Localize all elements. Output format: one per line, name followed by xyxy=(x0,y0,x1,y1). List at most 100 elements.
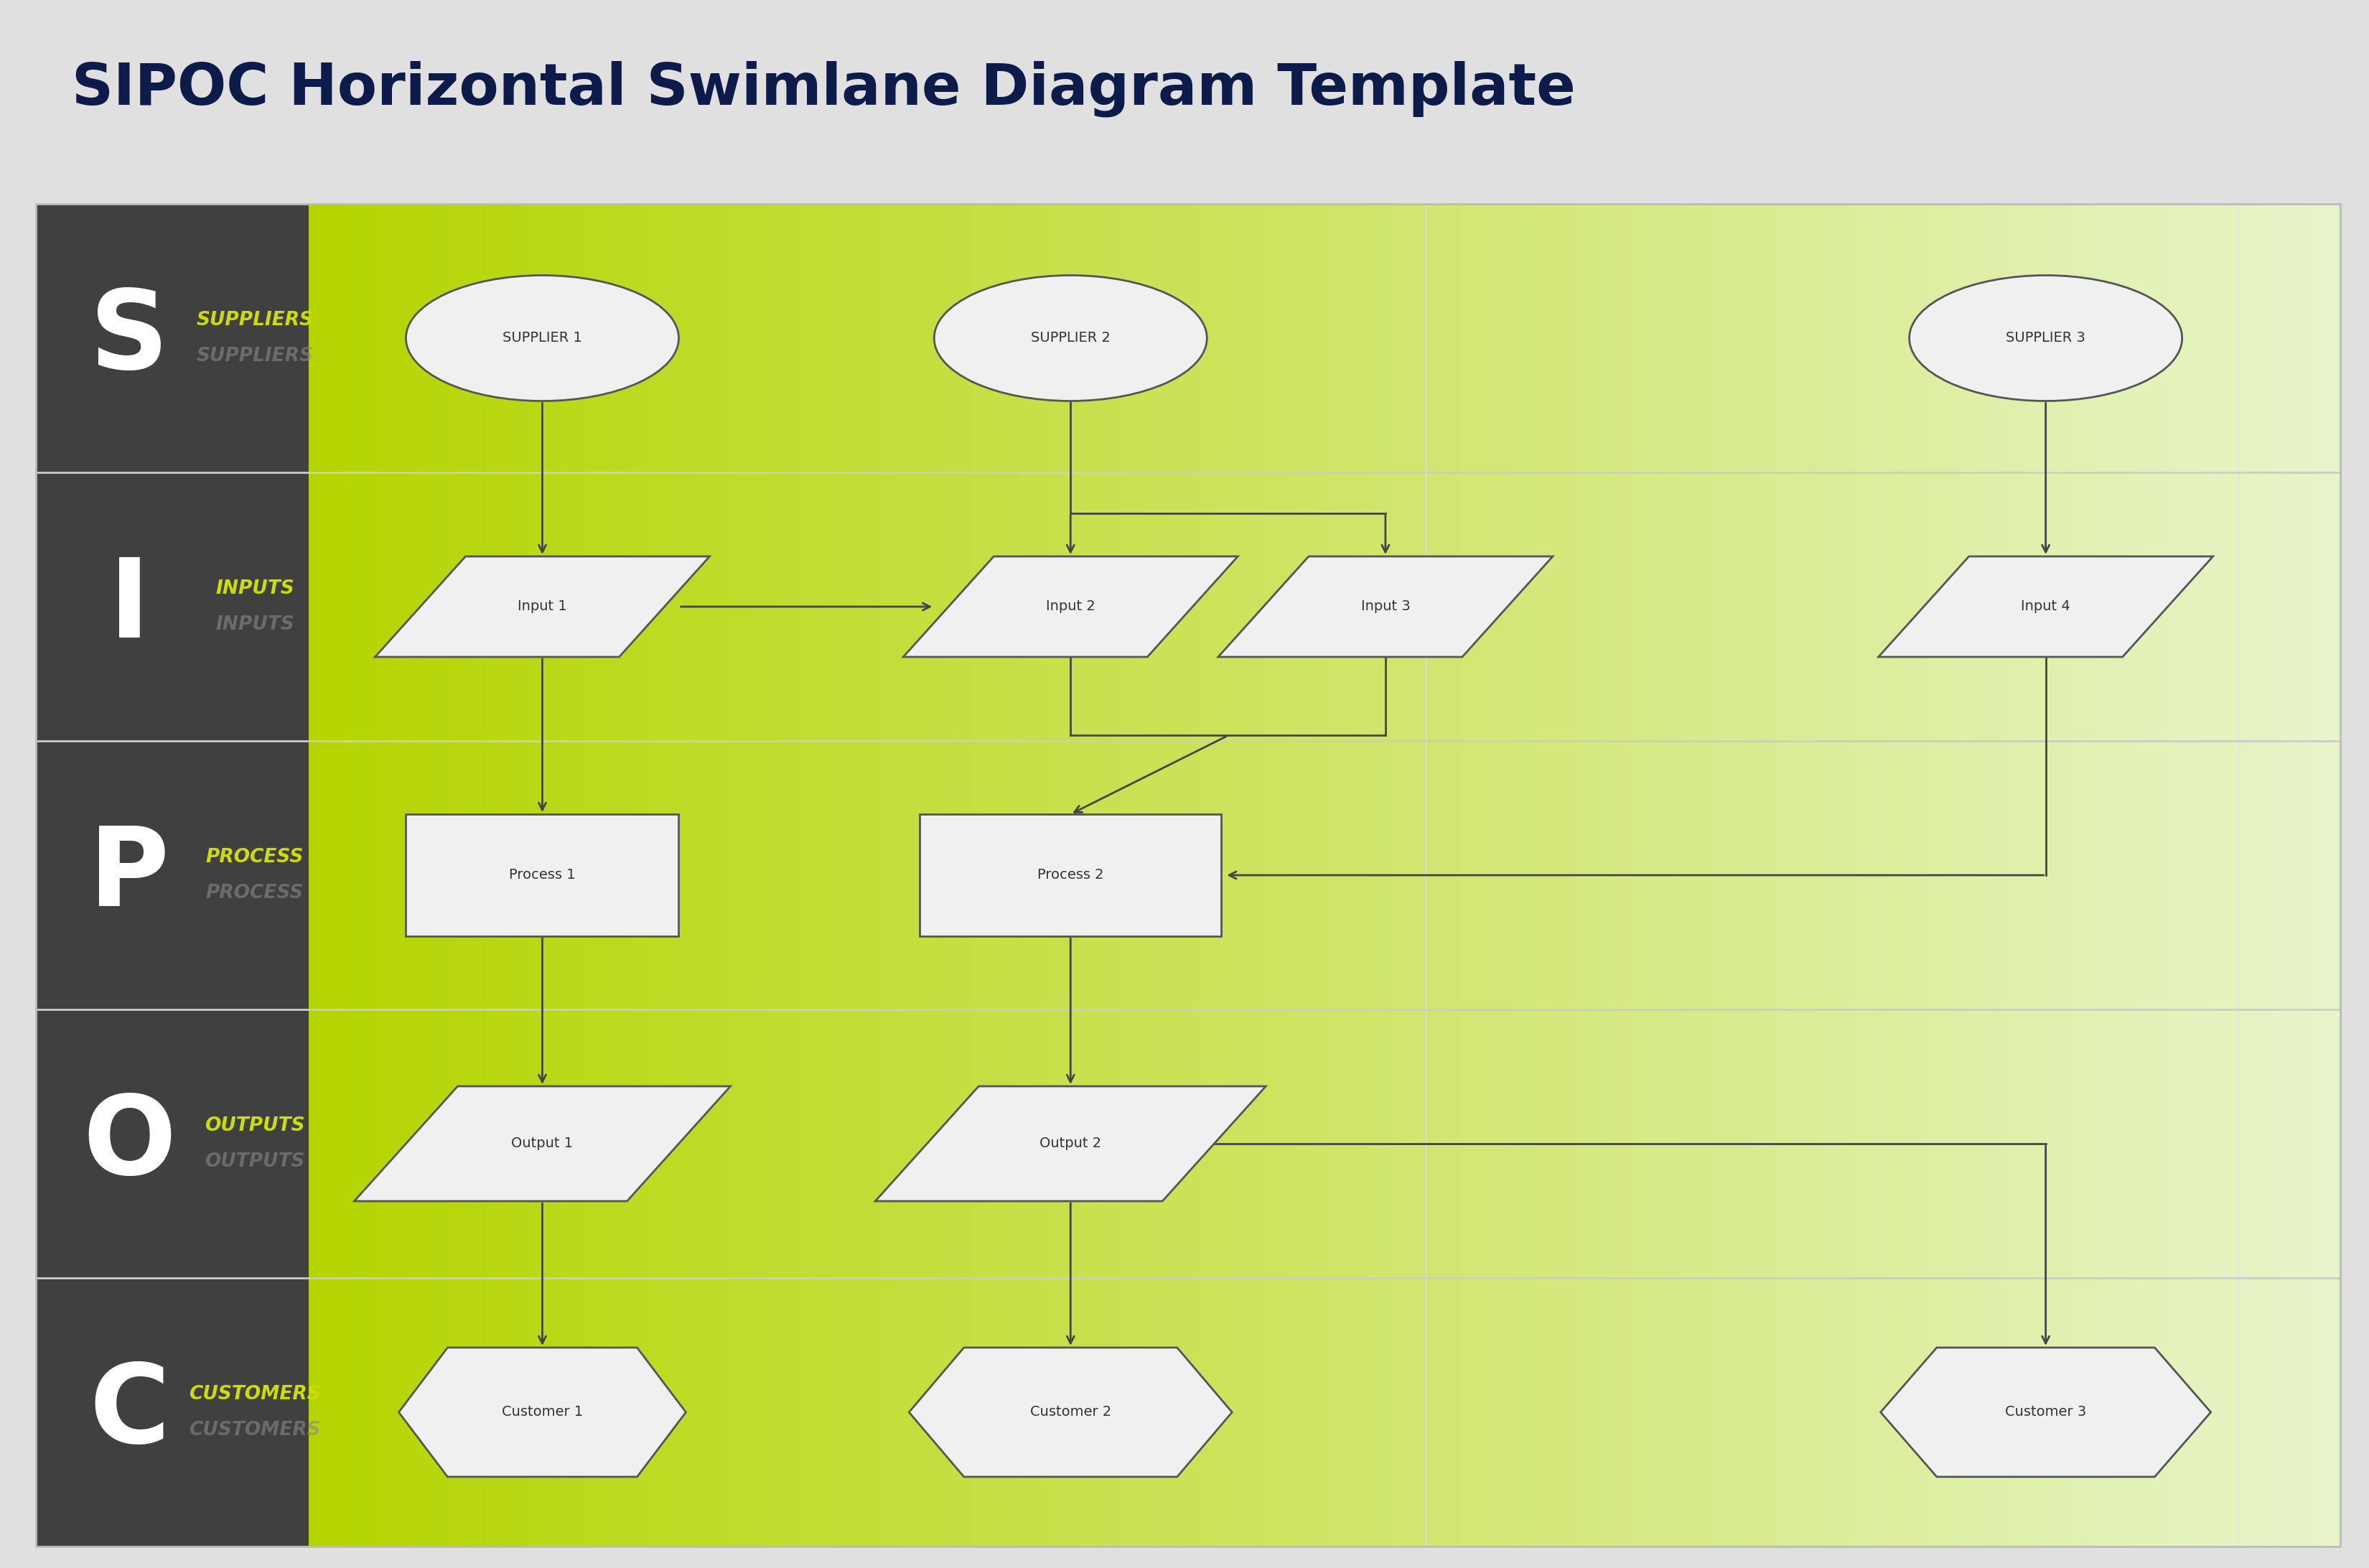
Text: CUSTOMERS: CUSTOMERS xyxy=(190,1385,320,1403)
Bar xyxy=(1433,1278,1440,1546)
Bar xyxy=(490,1278,497,1546)
Bar xyxy=(1594,472,1601,742)
Bar xyxy=(322,204,329,472)
Bar xyxy=(410,472,417,742)
Bar xyxy=(723,472,730,742)
Text: OUTPUTS: OUTPUTS xyxy=(204,1116,306,1135)
Bar xyxy=(1798,1278,1805,1546)
Bar xyxy=(573,742,580,1010)
Bar xyxy=(1500,742,1507,1010)
Bar xyxy=(1277,204,1284,472)
Bar xyxy=(891,472,898,742)
Bar xyxy=(614,742,621,1010)
Bar xyxy=(1656,1278,1663,1546)
Bar xyxy=(810,1010,817,1278)
Bar xyxy=(1954,742,1962,1010)
Bar xyxy=(2118,742,2123,1010)
Bar xyxy=(682,742,687,1010)
Bar xyxy=(1393,1010,1400,1278)
Bar xyxy=(2224,742,2232,1010)
Bar xyxy=(635,742,640,1010)
Bar xyxy=(1073,1278,1080,1546)
Bar xyxy=(654,742,661,1010)
Bar xyxy=(1684,1278,1689,1546)
Bar xyxy=(2123,204,2130,472)
Bar xyxy=(1779,204,1784,472)
Bar xyxy=(967,1010,971,1278)
Bar xyxy=(1995,1010,2002,1278)
Bar xyxy=(924,1278,931,1546)
Bar xyxy=(635,1278,640,1546)
Bar xyxy=(1831,1278,1838,1546)
Bar xyxy=(959,742,967,1010)
Bar xyxy=(1379,204,1386,472)
Bar xyxy=(654,204,661,472)
Bar xyxy=(1554,742,1561,1010)
Bar xyxy=(1547,204,1554,472)
Text: SIPOC Horizontal Swimlane Diagram Template: SIPOC Horizontal Swimlane Diagram Templa… xyxy=(71,61,1575,118)
Bar xyxy=(1128,472,1135,742)
Bar xyxy=(486,1278,490,1546)
Bar xyxy=(967,472,971,742)
Bar xyxy=(1900,742,1907,1010)
Bar xyxy=(450,204,457,472)
Bar xyxy=(912,472,919,742)
Bar xyxy=(1561,472,1568,742)
Bar xyxy=(370,742,377,1010)
Bar xyxy=(2191,1010,2198,1278)
Bar xyxy=(588,204,592,472)
Bar xyxy=(796,742,803,1010)
Bar xyxy=(971,1278,978,1546)
Bar xyxy=(1900,204,1907,472)
Bar xyxy=(2224,1278,2232,1546)
Bar xyxy=(2260,204,2265,472)
Bar xyxy=(1914,742,1921,1010)
Bar xyxy=(1215,742,1222,1010)
Bar xyxy=(898,1010,905,1278)
Bar xyxy=(824,742,829,1010)
Bar xyxy=(1305,1278,1310,1546)
Bar xyxy=(2217,204,2224,472)
Bar xyxy=(1237,472,1244,742)
Bar xyxy=(519,1010,526,1278)
Bar xyxy=(552,204,559,472)
Bar xyxy=(1886,1010,1893,1278)
Bar xyxy=(1831,1010,1838,1278)
Bar xyxy=(1860,1010,1867,1278)
Bar xyxy=(1514,1010,1521,1278)
Bar xyxy=(431,1010,438,1278)
Bar xyxy=(384,204,391,472)
Bar xyxy=(2097,204,2104,472)
Bar xyxy=(497,1010,505,1278)
Bar xyxy=(566,204,573,472)
Bar xyxy=(1758,472,1765,742)
Bar xyxy=(931,1010,938,1278)
Bar xyxy=(362,204,370,472)
Bar xyxy=(505,1278,512,1546)
Bar xyxy=(1630,204,1637,472)
Bar xyxy=(1542,1278,1547,1546)
Bar xyxy=(824,204,829,472)
Bar xyxy=(1860,472,1867,742)
Bar xyxy=(1189,742,1196,1010)
Bar xyxy=(1528,204,1535,472)
Bar xyxy=(2232,1278,2239,1546)
Bar xyxy=(1365,742,1372,1010)
Bar xyxy=(858,742,865,1010)
Bar xyxy=(1535,1278,1542,1546)
Bar xyxy=(315,204,322,472)
Bar xyxy=(403,204,410,472)
Bar xyxy=(1907,1010,1914,1278)
Bar xyxy=(1744,1010,1751,1278)
Bar xyxy=(1263,1278,1270,1546)
Bar xyxy=(2326,742,2333,1010)
Bar xyxy=(1744,1278,1751,1546)
Bar xyxy=(2028,1010,2035,1278)
Bar xyxy=(2144,204,2151,472)
Bar xyxy=(424,1010,431,1278)
Bar xyxy=(533,1278,538,1546)
Bar xyxy=(635,472,640,742)
Bar xyxy=(817,742,824,1010)
Bar xyxy=(647,1278,654,1546)
Bar xyxy=(2246,1278,2253,1546)
